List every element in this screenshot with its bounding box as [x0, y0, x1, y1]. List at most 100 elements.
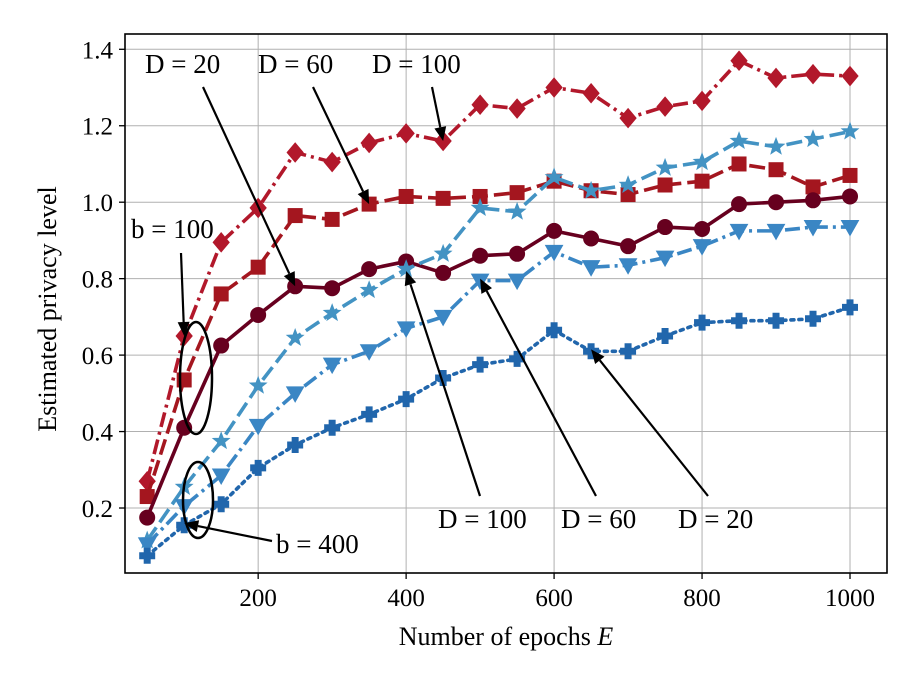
data-point: [581, 260, 601, 277]
series-5: [139, 299, 859, 564]
data-point: [694, 220, 711, 237]
x-axis-label: Number of epochs E: [399, 622, 614, 651]
data-point: [620, 343, 637, 360]
data-point: [398, 391, 415, 408]
data-point: [509, 185, 525, 201]
data-point: [324, 211, 340, 227]
data-point: [322, 303, 342, 322]
data-point: [508, 98, 526, 119]
data-point: [360, 132, 378, 154]
data-point: [435, 264, 452, 281]
y-tick-label: 0.6: [82, 343, 113, 370]
data-point: [842, 188, 859, 205]
annotation-arrow-head: [404, 271, 417, 287]
data-point: [767, 67, 785, 89]
data-point: [655, 157, 675, 176]
data-point: [324, 419, 341, 436]
data-point: [139, 547, 156, 564]
annotation-b400: b = 400: [184, 520, 359, 559]
data-point: [248, 375, 268, 394]
x-tick-label: 200: [239, 585, 277, 612]
annotation-arrow-shaft: [202, 86, 291, 275]
data-point: [656, 96, 674, 117]
data-point: [766, 136, 786, 155]
data-point: [211, 431, 231, 450]
data-point: [322, 357, 342, 375]
data-point: [655, 250, 675, 268]
data-point: [657, 327, 674, 344]
data-point: [692, 239, 712, 256]
data-point: [507, 273, 527, 291]
annotation-label: D = 100: [372, 49, 461, 79]
data-point: [731, 156, 747, 172]
annotation-arrow-head: [184, 520, 200, 532]
annotations: D = 20 D = 60 D = 100 b = 100 b = 400 D = 100…: [131, 49, 753, 559]
annotation-label: D = 20: [678, 504, 753, 534]
plot-frame: [124, 33, 888, 574]
annotation-arrow-head: [357, 188, 370, 205]
data-point: [805, 179, 821, 195]
data-point: [544, 167, 564, 186]
data-point: [507, 201, 527, 220]
data-point: [250, 459, 267, 476]
annotation-d60-bottom: D = 60: [480, 278, 636, 534]
series-3: [137, 121, 860, 549]
data-point: [692, 152, 712, 171]
annotation-arrow-head: [434, 126, 447, 142]
annotation-arrow-shaft: [179, 252, 185, 323]
data-point: [139, 509, 156, 526]
data-point: [805, 192, 822, 209]
data-point: [731, 196, 748, 213]
data-point: [359, 280, 379, 299]
annotation-label: D = 60: [561, 504, 636, 534]
annotation-d100-top: D = 100: [372, 49, 461, 142]
x-tick-label: 800: [683, 585, 721, 612]
data-point: [471, 94, 489, 115]
x-tick-label: 600: [535, 585, 573, 612]
data-point: [545, 77, 563, 98]
data-point: [694, 173, 710, 189]
series-0: [138, 50, 859, 492]
data-point: [285, 327, 305, 346]
data-point: [211, 468, 231, 486]
data-point: [250, 306, 267, 323]
data-point: [396, 321, 416, 338]
data-point: [287, 436, 304, 453]
y-tick-label: 1.4: [82, 37, 114, 64]
y-tick-label: 0.2: [82, 496, 113, 523]
data-point: [470, 198, 490, 216]
series-2: [139, 188, 859, 526]
data-point: [433, 243, 453, 262]
x-tick-label: 400: [387, 585, 425, 612]
data-point: [213, 286, 229, 302]
annotation-arrow-shaft: [409, 283, 482, 497]
axis-ticks: 200 400 600 800 1000 0.2 0.4 0.6 0.8 1.0 1.2 1.4: [82, 37, 875, 612]
annotation-arrow-head: [591, 349, 605, 365]
data-point: [286, 142, 304, 163]
data-point: [768, 312, 785, 329]
data-point: [840, 220, 860, 237]
data-point: [693, 90, 711, 112]
data-point: [472, 356, 489, 373]
annotation-arrow-head: [177, 321, 190, 336]
annotation-arrow-head: [283, 271, 296, 287]
data-point: [324, 280, 341, 297]
data-point: [841, 65, 859, 87]
data-point: [694, 314, 711, 331]
data-point: [176, 517, 193, 534]
data-point: [287, 208, 303, 224]
annotation-d20-top: D = 20: [145, 49, 296, 287]
data-point: [618, 175, 638, 194]
series-line: [145, 129, 851, 542]
data-point: [581, 180, 601, 199]
data-point: [250, 259, 266, 275]
data-point: [805, 310, 822, 327]
annotation-d20-bottom: D = 20: [591, 349, 753, 534]
data-point: [361, 406, 378, 423]
data-point: [212, 232, 230, 253]
data-point: [842, 299, 859, 316]
x-tick-label: 1000: [825, 585, 875, 612]
series-layer: [137, 50, 860, 564]
data-point: [433, 309, 453, 327]
data-point: [840, 121, 860, 140]
